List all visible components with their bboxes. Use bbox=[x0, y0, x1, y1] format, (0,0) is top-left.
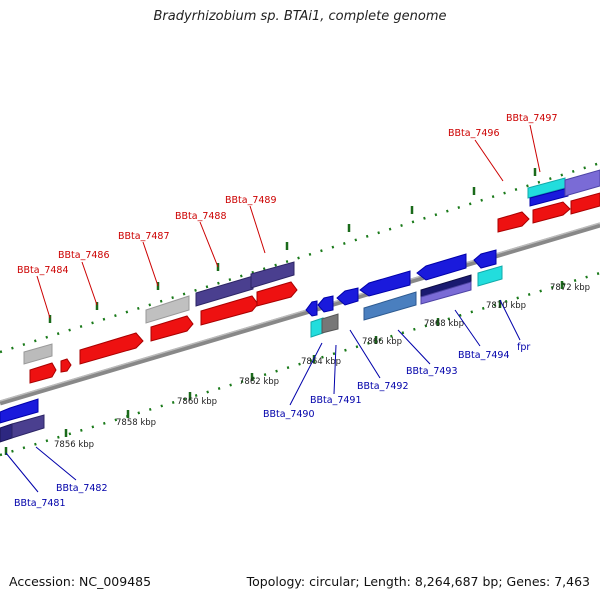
gene-arrow[interactable] bbox=[0, 398, 39, 424]
gene-label[interactable]: BBta_7484 bbox=[17, 265, 69, 276]
gene-arrow[interactable] bbox=[250, 261, 295, 289]
lower-guide-line bbox=[0, 271, 600, 457]
gene-arrow[interactable] bbox=[29, 362, 57, 384]
gene-arrow[interactable] bbox=[200, 295, 259, 326]
gene-arrow[interactable] bbox=[359, 270, 411, 297]
accession-text: Accession: NC_009485 bbox=[9, 574, 152, 589]
gene-arrow[interactable] bbox=[310, 317, 324, 338]
gene-arrow[interactable] bbox=[564, 169, 600, 197]
gene-label[interactable]: BBta_7496 bbox=[448, 128, 500, 139]
gene-arrow[interactable] bbox=[416, 253, 467, 281]
gene-label[interactable]: BBta_7493 bbox=[406, 366, 458, 377]
lower-major-ticks bbox=[4, 281, 564, 455]
gene-arrow[interactable] bbox=[256, 281, 298, 307]
gene-arrow[interactable] bbox=[363, 291, 417, 321]
gene-label[interactable]: BBta_7489 bbox=[225, 195, 277, 206]
scale-label: 7870 kbp bbox=[486, 301, 526, 311]
gene-label[interactable]: BBta_7490 bbox=[263, 409, 315, 420]
gene-label[interactable]: BBta_7494 bbox=[458, 350, 510, 361]
scale-label: 7856 kbp bbox=[54, 440, 94, 450]
genome-summary-text: Topology: circular; Length: 8,264,687 bp… bbox=[246, 574, 590, 589]
top-strand-genes bbox=[23, 169, 600, 384]
top-strand-gene-labels: BBta_7484 BBta_7486 BBta_7487 BBta_7488 … bbox=[17, 113, 558, 276]
gene-label[interactable]: BBta_7486 bbox=[58, 250, 110, 261]
gene-label[interactable]: BBta_7481 bbox=[14, 498, 66, 509]
scale-label: 7860 kbp bbox=[177, 397, 217, 407]
gene-arrow[interactable] bbox=[145, 295, 190, 324]
bottom-strand-gene-labels: BBta_7481 BBta_7482 BBta_7490 BBta_7491 … bbox=[14, 342, 530, 509]
gene-arrow[interactable] bbox=[305, 300, 318, 317]
gene-label[interactable]: fpr bbox=[517, 342, 530, 353]
gene-label[interactable]: BBta_7491 bbox=[310, 395, 362, 406]
gene-arrow[interactable] bbox=[532, 201, 571, 224]
gene-label[interactable]: BBta_7497 bbox=[506, 113, 558, 124]
gene-arrow[interactable] bbox=[473, 249, 497, 269]
scale-label: 7862 kbp bbox=[239, 377, 279, 387]
scale-labels: 7856 kbp 7858 kbp 7860 kbp 7862 kbp 7864… bbox=[54, 283, 590, 450]
gene-label[interactable]: BBta_7487 bbox=[118, 231, 170, 242]
gene-arrow[interactable] bbox=[79, 332, 144, 365]
scale-label: 7872 kbp bbox=[550, 283, 590, 293]
bottom-leader-lines bbox=[5, 299, 521, 493]
gene-arrow[interactable] bbox=[420, 281, 472, 305]
scale-label: 7868 kbp bbox=[424, 319, 464, 329]
gene-arrow[interactable] bbox=[321, 313, 339, 334]
bottom-strand-genes bbox=[0, 249, 503, 443]
gene-arrow[interactable] bbox=[570, 192, 600, 215]
gene-arrow[interactable] bbox=[529, 187, 569, 207]
gene-arrow[interactable] bbox=[477, 265, 503, 287]
scale-label: 7858 kbp bbox=[116, 418, 156, 428]
gene-arrow[interactable] bbox=[195, 275, 254, 307]
scale-label: 7864 kbp bbox=[301, 357, 341, 367]
gene-label[interactable]: BBta_7482 bbox=[56, 483, 108, 494]
gene-arrow[interactable] bbox=[497, 211, 530, 233]
gene-label[interactable]: BBta_7488 bbox=[175, 211, 227, 222]
genome-backbone bbox=[0, 222, 600, 406]
gene-arrow[interactable] bbox=[60, 358, 72, 373]
gene-arrow[interactable] bbox=[11, 414, 45, 439]
scale-label: 7866 kbp bbox=[362, 337, 402, 347]
gene-arrow[interactable] bbox=[0, 423, 13, 443]
gene-arrow[interactable] bbox=[23, 343, 53, 365]
gene-arrow[interactable] bbox=[317, 295, 334, 313]
gene-arrow[interactable] bbox=[336, 287, 359, 306]
upper-major-ticks bbox=[48, 168, 537, 323]
top-leader-lines bbox=[36, 124, 541, 319]
genome-backbone-highlight bbox=[0, 222, 600, 402]
gene-label[interactable]: BBta_7492 bbox=[357, 381, 409, 392]
map-title: Bradyrhizobium sp. BTAi1, complete genom… bbox=[153, 9, 447, 24]
gene-arrow[interactable] bbox=[150, 315, 194, 342]
